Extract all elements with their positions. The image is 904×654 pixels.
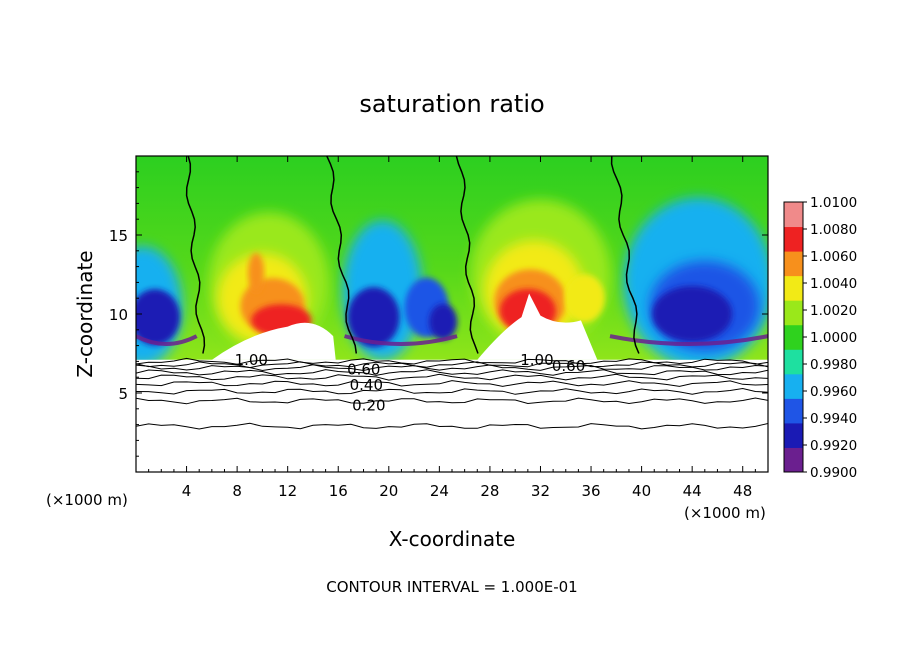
y-tick-label: 10: [109, 306, 128, 324]
colorbar-swatch: [784, 447, 803, 473]
x-tick-label: 40: [632, 482, 651, 500]
field-patch: [652, 286, 733, 342]
x-tick-label: 44: [683, 482, 702, 500]
field-patch: [248, 252, 265, 293]
x-tick-label: 8: [232, 482, 242, 500]
colorbar-label: 0.9960: [810, 384, 857, 400]
field-patch: [429, 303, 458, 340]
x-tick-label: 36: [581, 482, 600, 500]
field-edge: [609, 334, 768, 346]
contour-label: 0.40: [350, 376, 383, 394]
field-clear-region: [136, 359, 768, 472]
contour-label: 1.00: [520, 351, 553, 369]
colorbar-swatch: [784, 349, 803, 375]
saturation-contour: [455, 156, 479, 354]
x-tick-label: 12: [278, 482, 297, 500]
field-patch: [347, 287, 400, 348]
y-tick-label: 5: [118, 385, 128, 403]
colorbar-swatch: [784, 226, 803, 252]
x-tick-label: 24: [430, 482, 449, 500]
contour-line: [136, 357, 768, 365]
saturation-field: [136, 156, 768, 472]
contour-line: [136, 369, 768, 376]
colorbar-swatch: [784, 324, 803, 350]
x-tick-label: 16: [329, 482, 348, 500]
field-edge: [136, 334, 198, 346]
colorbar-label: 1.0060: [810, 249, 857, 265]
field-patch: [564, 274, 605, 323]
plot-area: [136, 156, 768, 472]
contour-line: [136, 380, 768, 387]
x-tick-label: 4: [182, 482, 192, 500]
colorbar-label: 1.0080: [810, 222, 857, 238]
field-gap: [477, 293, 598, 360]
colorbar-label: 0.9980: [810, 357, 857, 373]
colorbar-swatch: [784, 300, 803, 326]
colorbar-swatch: [784, 275, 803, 301]
contour-line: [136, 361, 768, 369]
field-edge: [344, 334, 458, 346]
contour-line: [136, 397, 768, 405]
contour-label: 0.60: [347, 360, 380, 378]
colorbar-label: 0.9920: [810, 438, 857, 454]
x-axis-label: X-coordinate: [389, 527, 516, 551]
contour-line: [136, 364, 768, 372]
y-axis-label: Z-coordinate: [73, 250, 97, 377]
y-tick-label: 15: [109, 227, 128, 245]
colorbar-swatch: [784, 202, 803, 228]
colorbar-label: 0.9940: [810, 411, 857, 427]
chart-title: saturation ratio: [359, 90, 544, 118]
saturation-contour: [326, 156, 358, 354]
x-unit-right: (×1000 m): [684, 504, 766, 522]
colorbar-label: 1.0040: [810, 276, 857, 292]
colorbar-swatch: [784, 422, 803, 448]
contour-interval-note: CONTOUR INTERVAL = 1.000E-01: [326, 578, 577, 596]
x-unit-left: (×1000 m): [46, 491, 128, 509]
colorbar-swatch: [784, 398, 803, 424]
x-tick-label: 48: [733, 482, 752, 500]
contour-line: [136, 373, 768, 381]
y-axis: 5 10 15: [109, 171, 768, 457]
contour-labels: 1.000.600.400.201.000.60: [235, 351, 586, 415]
x-axis: 4 8 12 16 20 24 28 32 36 40 44 48: [148, 156, 756, 500]
colorbar-swatch: [784, 373, 803, 399]
x-tick-label: 20: [379, 482, 398, 500]
contour-label: 1.00: [235, 351, 268, 369]
colorbar-swatch: [784, 251, 803, 277]
x-tick-label: 28: [480, 482, 499, 500]
field-patch: [136, 289, 180, 346]
colorbar-label: 1.0100: [810, 195, 857, 211]
colorbar-label: 1.0020: [810, 303, 857, 319]
colorbar: 0.9900 0.9920 0.9940 0.9960 0.9980 1.0000 1.00…: [783, 195, 857, 481]
contour-line: [136, 422, 768, 430]
x-tick-label: 32: [531, 482, 550, 500]
contour-label: 0.20: [352, 397, 385, 415]
contour-line: [136, 387, 768, 395]
colorbar-label: 1.0000: [810, 330, 857, 346]
contour-label: 0.60: [552, 357, 585, 375]
contour-lines: [136, 156, 768, 430]
field-gap: [211, 322, 336, 360]
saturation-contour: [610, 156, 640, 354]
saturation-contour: [185, 156, 206, 354]
colorbar-label: 0.9900: [810, 465, 857, 481]
